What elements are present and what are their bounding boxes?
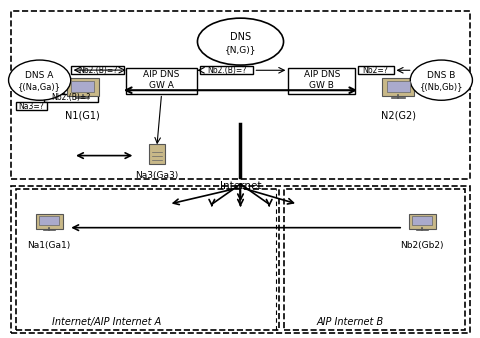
Text: {(Na,Ga)}: {(Na,Ga)} bbox=[18, 82, 61, 91]
Text: AIP DNS
GW B: AIP DNS GW B bbox=[303, 70, 339, 90]
Text: DNS B: DNS B bbox=[426, 71, 455, 80]
FancyBboxPatch shape bbox=[357, 66, 393, 74]
FancyBboxPatch shape bbox=[411, 216, 432, 225]
FancyBboxPatch shape bbox=[408, 214, 435, 229]
Text: DNS A: DNS A bbox=[25, 71, 54, 80]
Text: Nb2(Gb2): Nb2(Gb2) bbox=[400, 241, 443, 250]
FancyBboxPatch shape bbox=[382, 78, 413, 96]
Text: Na3=?: Na3=? bbox=[18, 102, 44, 111]
FancyBboxPatch shape bbox=[39, 216, 59, 225]
FancyBboxPatch shape bbox=[44, 94, 98, 102]
FancyBboxPatch shape bbox=[125, 68, 197, 94]
Text: DNS: DNS bbox=[229, 31, 251, 42]
Text: AIP DNS
GW A: AIP DNS GW A bbox=[143, 70, 180, 90]
FancyBboxPatch shape bbox=[386, 81, 409, 92]
Text: Na1(Ga1): Na1(Ga1) bbox=[27, 241, 71, 250]
Text: Nb2=?: Nb2=? bbox=[362, 66, 388, 75]
Text: AIP Internet B: AIP Internet B bbox=[316, 317, 384, 327]
Text: {N,G)}: {N,G)} bbox=[224, 46, 256, 54]
FancyBboxPatch shape bbox=[71, 81, 94, 92]
Text: Internet: Internet bbox=[219, 181, 261, 191]
Ellipse shape bbox=[9, 60, 71, 100]
FancyBboxPatch shape bbox=[149, 144, 164, 164]
Text: N2(G2): N2(G2) bbox=[380, 110, 415, 120]
FancyBboxPatch shape bbox=[67, 78, 98, 96]
Text: Nb2.(B)=?: Nb2.(B)=? bbox=[78, 66, 117, 75]
FancyBboxPatch shape bbox=[36, 214, 63, 229]
FancyBboxPatch shape bbox=[199, 66, 253, 74]
Text: Nb2.(B)=?: Nb2.(B)=? bbox=[206, 66, 246, 75]
FancyBboxPatch shape bbox=[288, 68, 355, 94]
FancyBboxPatch shape bbox=[71, 66, 124, 74]
Ellipse shape bbox=[409, 60, 471, 100]
Text: Nb2.(B)=?: Nb2.(B)=? bbox=[51, 93, 91, 102]
Text: Internet/AIP Internet A: Internet/AIP Internet A bbox=[52, 317, 161, 327]
Ellipse shape bbox=[197, 18, 283, 65]
FancyBboxPatch shape bbox=[16, 102, 47, 110]
Text: {(Nb,Gb)}: {(Nb,Gb)} bbox=[419, 82, 462, 91]
Text: N1(G1): N1(G1) bbox=[65, 110, 100, 120]
Text: Na3(Ga3): Na3(Ga3) bbox=[135, 171, 178, 180]
